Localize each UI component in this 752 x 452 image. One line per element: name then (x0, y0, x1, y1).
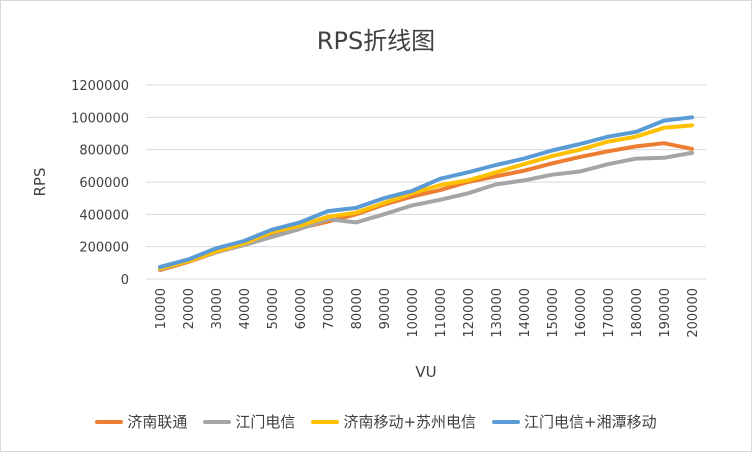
series-line-3 (158, 123, 694, 271)
chart-title: RPS折线图 (316, 27, 436, 55)
x-tick-label: 150000 (546, 288, 561, 338)
x-tick-label: 60000 (294, 288, 309, 329)
chart-legend: 济南联通 江门电信 济南移动+苏州电信 江门电信+湘潭移动 (1, 411, 751, 432)
x-tick-label: 100000 (406, 288, 421, 338)
legend-swatch (95, 419, 124, 424)
x-tick-label: 70000 (322, 288, 337, 329)
y-tick-label: 200000 (79, 241, 129, 256)
x-tick-label: 40000 (238, 288, 253, 329)
legend-item-4: 江门电信+湘潭移动 (492, 411, 657, 432)
x-tick-label: 170000 (602, 288, 617, 338)
legend-label: 济南移动+苏州电信 (343, 413, 477, 431)
y-tick-label: 800000 (79, 144, 129, 159)
y-tick-label: 400000 (79, 208, 129, 223)
y-axis-title: RPS (31, 168, 49, 197)
series-line-2 (158, 150, 694, 272)
x-tick-label: 50000 (266, 288, 281, 329)
x-tick-label: 130000 (490, 288, 505, 338)
x-tick-label: 180000 (630, 288, 645, 338)
x-tick-label: 140000 (518, 288, 533, 338)
x-tick-label: 120000 (462, 288, 477, 338)
x-axis-title: VU (415, 363, 436, 381)
y-tick-label: 0 (121, 273, 129, 288)
legend-swatch (311, 419, 340, 424)
legend-label: 江门电信+湘潭移动 (524, 413, 657, 431)
x-tick-label: 190000 (658, 288, 673, 338)
legend-item-3: 济南移动+苏州电信 (311, 411, 476, 432)
legend-item-1: 济南联通 (95, 411, 187, 432)
x-tick-label: 110000 (434, 288, 449, 338)
series-line-4 (158, 115, 694, 269)
legend-item-2: 江门电信 (203, 411, 295, 432)
legend-label: 济南联通 (127, 413, 188, 431)
x-tick-label: 80000 (350, 288, 365, 329)
x-tick-label: 200000 (686, 288, 701, 338)
x-tick-label: 30000 (210, 288, 225, 329)
legend-swatch (492, 419, 521, 424)
y-tick-label: 600000 (79, 176, 129, 191)
legend-swatch (203, 419, 232, 424)
x-tick-label: 20000 (182, 288, 197, 329)
y-tick-label: 1000000 (71, 111, 129, 126)
y-tick-label: 1200000 (71, 79, 129, 94)
x-tick-label: 160000 (574, 288, 589, 338)
legend-label: 江门电信 (235, 413, 296, 431)
x-tick-label: 10000 (154, 288, 169, 329)
x-tick-label: 90000 (378, 288, 393, 329)
